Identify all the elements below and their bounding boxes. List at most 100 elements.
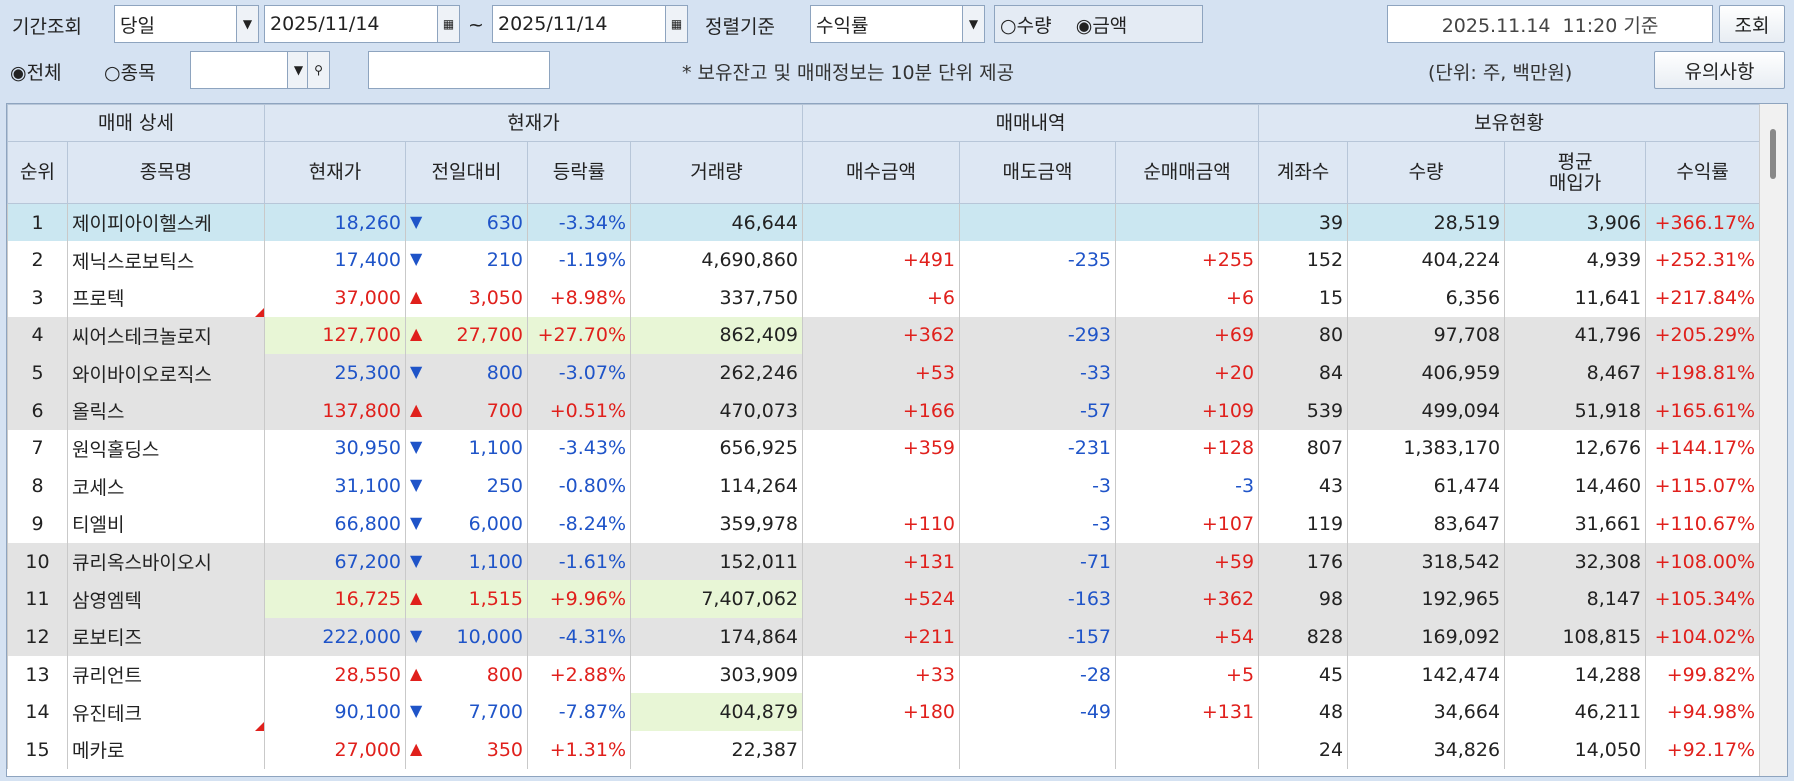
cell-text: 14,050 xyxy=(1574,738,1642,761)
cell-text: 499,094 xyxy=(1421,399,1501,422)
row[interactable]: 11 삼영엠텍 16,725 ▲ 1,515 +9.96% 7,407,062 +524 -16… xyxy=(7,580,1761,619)
cell: 41,796 xyxy=(1504,316,1647,355)
cell: 31,661 xyxy=(1504,505,1647,543)
cell-text: +92.17% xyxy=(1666,738,1756,761)
cell-text: 올릭스 xyxy=(72,401,125,424)
column-header: 수량 xyxy=(1347,141,1506,204)
cell: ▼ 250 xyxy=(405,467,528,505)
cell: 656,925 xyxy=(629,429,804,468)
cell-text: 43 xyxy=(1318,475,1344,498)
period-select[interactable]: 당일 ▼ xyxy=(114,5,259,43)
direction-arrow: ▼ xyxy=(410,701,423,721)
cell: -1.19% xyxy=(527,241,631,279)
cell: -1.61% xyxy=(527,542,631,581)
direction-arrow: ▼ xyxy=(410,362,423,382)
cell: +252.31% xyxy=(1645,241,1761,279)
scrollbar[interactable] xyxy=(1759,104,1787,776)
row[interactable]: 14 유진테크 90,100 ▼ 7,700 -7.87% 404,879 +180 -49 +1… xyxy=(7,693,1761,732)
cell: ▲ 800 xyxy=(405,655,528,694)
query-button[interactable]: 조회 xyxy=(1719,5,1785,43)
row[interactable]: 5 와이바이오로직스 25,300 ▼ 800 -3.07% 262,246 +53 -33 +2… xyxy=(7,354,1761,392)
cell-text: 83,647 xyxy=(1433,512,1501,535)
cell-text: 84 xyxy=(1318,362,1344,385)
column-header: 거래량 xyxy=(629,141,804,204)
date-to[interactable]: 2025/11/14 ▦ xyxy=(492,5,688,43)
cell-text: +362 xyxy=(1201,588,1255,611)
row[interactable]: 15 메카로 27,000 ▲ 350 +1.31% 22,387 24 34,826 14,05… xyxy=(7,731,1761,769)
cell: 7 xyxy=(7,429,68,468)
group-header: 현재가 xyxy=(263,104,804,142)
notice-button[interactable]: 유의사항 xyxy=(1654,51,1785,89)
cell: +94.98% xyxy=(1645,693,1761,732)
cell: 1 xyxy=(7,203,68,242)
date-from[interactable]: 2025/11/14 ▦ xyxy=(264,5,460,43)
row[interactable]: 3 프로텍 37,000 ▲ 3,050 +8.98% 337,750 +6 +6 15 6,356… xyxy=(7,278,1761,317)
row[interactable]: 4 씨어스테크놀로지 127,700 ▲ 27,700 +27.70% 862,409 +36… xyxy=(7,316,1761,355)
cell-text: -49 xyxy=(1079,701,1112,724)
row[interactable]: 8 코세스 31,100 ▼ 250 -0.80% 114,264 -3 -3 43 61,474 1… xyxy=(7,467,1761,505)
cell-text: 1,100 xyxy=(468,550,523,573)
cell-text: +211 xyxy=(902,625,956,648)
search[interactable]: ⚲ xyxy=(307,52,329,88)
cell-text: +359 xyxy=(902,437,956,460)
direction-arrow: ▼ xyxy=(410,211,423,231)
cell: 티엘비 xyxy=(67,505,265,543)
row[interactable]: 10 큐리옥스바이오시 67,200 ▼ 1,100 -1.61% 152,011 +131 -… xyxy=(7,542,1761,581)
row[interactable]: 13 큐리언트 28,550 ▲ 800 +2.88% 303,909 +33 -28 +5 45 1… xyxy=(7,655,1761,694)
radio-label: 종목 xyxy=(120,62,156,84)
cell xyxy=(959,203,1117,242)
cell-text: 1,383,170 xyxy=(1403,437,1501,460)
row[interactable]: 2 제닉스로보틱스 17,400 ▼ 210 -1.19% 4,690,860 +491 -23… xyxy=(7,241,1761,279)
cell-text: 12 xyxy=(25,625,50,648)
radio[interactable]: ◉전체 xyxy=(10,62,62,84)
cell: 46,211 xyxy=(1504,693,1647,732)
cell: -4.31% xyxy=(527,618,631,656)
radio[interactable]: ◉금액 xyxy=(1075,14,1128,37)
cell-text: -293 xyxy=(1067,324,1112,347)
cell: +109 xyxy=(1115,391,1260,430)
cell: +6 xyxy=(802,278,961,317)
stock-input[interactable] xyxy=(368,51,550,89)
cell: 119 xyxy=(1258,505,1349,543)
cell: 31,100 xyxy=(264,467,406,505)
row[interactable]: 9 티엘비 66,800 ▼ 6,000 -8.24% 359,978 +110 -3 +107 1… xyxy=(7,505,1761,543)
cell-text: 로보티즈 xyxy=(72,627,142,650)
cell: 3 xyxy=(7,278,68,317)
cell: 12,676 xyxy=(1504,429,1647,468)
cell: 142,474 xyxy=(1347,655,1506,694)
cell: 174,864 xyxy=(629,618,804,656)
sort-select[interactable]: 수익률 ▼ xyxy=(810,5,985,43)
cell: 올릭스 xyxy=(67,391,265,430)
cell-text: 137,800 xyxy=(322,399,401,422)
cell: +20 xyxy=(1115,354,1260,392)
scroll-thumb[interactable] xyxy=(1770,129,1776,179)
cell-text: 700 xyxy=(486,399,523,422)
cell: 12 xyxy=(7,618,68,656)
note: * 보유잔고 및 매매정보는 10분 단위 제공 xyxy=(682,62,1015,84)
radio[interactable]: ○수량 xyxy=(1000,14,1052,37)
stock-combo[interactable]: ▼ ⚲ xyxy=(190,51,330,89)
cell-text: +27.70% xyxy=(537,324,626,347)
row[interactable]: 12 로보티즈 222,000 ▼ 10,000 -4.31% 174,864 +211 -15… xyxy=(7,618,1761,656)
cell-text: +104.02% xyxy=(1654,625,1756,648)
cell-text: +131 xyxy=(902,550,956,573)
cell: 28,519 xyxy=(1347,203,1506,242)
row[interactable]: 6 올릭스 137,800 ▲ 700 +0.51% 470,073 +166 -57 +109 5… xyxy=(7,391,1761,430)
row[interactable]: 7 원익홀딩스 30,950 ▼ 1,100 -3.43% 656,925 +359 -231 +… xyxy=(7,429,1761,468)
cell: +524 xyxy=(802,580,961,619)
cell: 제이피아이헬스케 xyxy=(67,203,265,242)
cell: 66,800 xyxy=(264,505,406,543)
cell: +53 xyxy=(802,354,961,392)
cell: 24 xyxy=(1258,731,1349,769)
radio[interactable]: ○종목 xyxy=(104,62,156,84)
cell: 22,387 xyxy=(629,731,804,769)
cell: +99.82% xyxy=(1645,655,1761,694)
cell: 359,978 xyxy=(629,505,804,543)
row[interactable]: 1 제이피아이헬스케 18,260 ▼ 630 -3.34% 46,644 39 28,519 3… xyxy=(7,203,1761,242)
calendar: ▦ xyxy=(665,6,687,42)
cell: 404,224 xyxy=(1347,241,1506,279)
cell-text: 152,011 xyxy=(719,550,799,573)
cell: ▼ 630 xyxy=(405,203,528,242)
cell-text: +524 xyxy=(902,588,956,611)
cell: -8.24% xyxy=(527,505,631,543)
